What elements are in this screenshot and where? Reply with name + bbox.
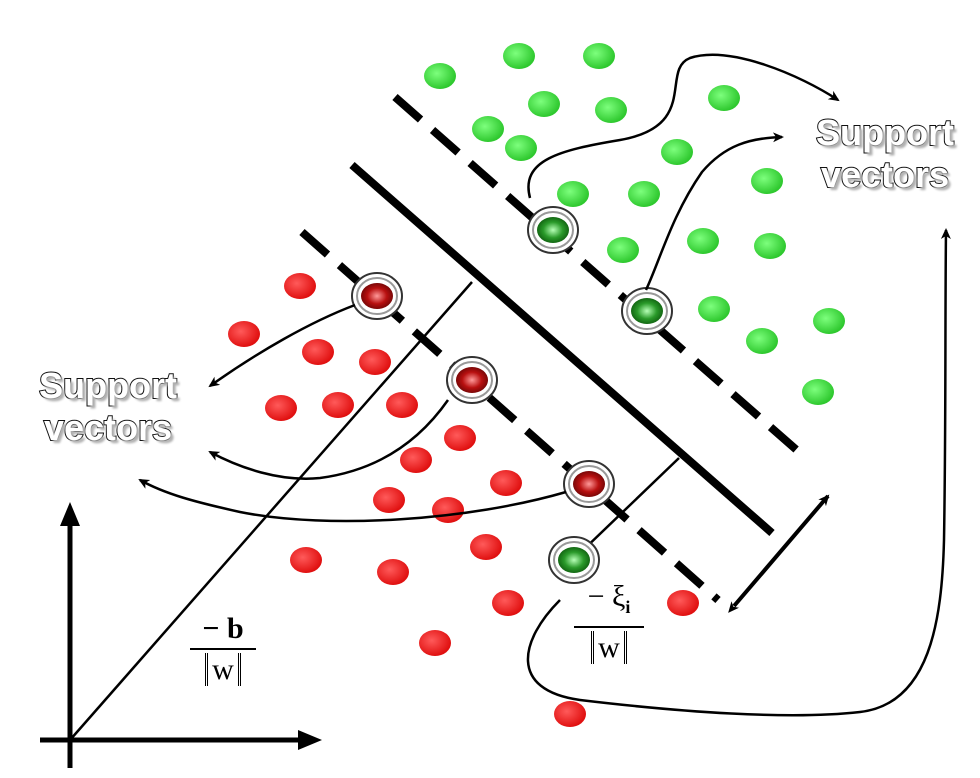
negative-point	[302, 339, 334, 365]
support-vectors-label-left-line1: Support	[38, 364, 178, 407]
negative-point	[284, 273, 316, 299]
slack-formula-numerator: − ξi	[574, 580, 644, 624]
negative-point	[400, 447, 432, 473]
support-vector-negative	[563, 460, 615, 508]
negative-point	[432, 497, 464, 523]
offset-formula: − b w	[190, 612, 256, 688]
negative-point	[386, 392, 418, 418]
support-vector-negative	[446, 356, 498, 404]
normal-vector-line	[69, 281, 473, 741]
positive-point	[424, 63, 456, 89]
positive-point	[607, 237, 639, 263]
arrow-sv-left-upper	[208, 303, 356, 388]
arrow-sv-left-middle	[208, 399, 450, 480]
positive-point	[583, 43, 615, 69]
slack-formula-fraction-bar	[574, 626, 644, 628]
upper-margin-line	[392, 93, 811, 464]
right-label-arrows	[526, 53, 951, 717]
support-vector-points	[351, 206, 673, 584]
positive-point	[628, 181, 660, 207]
negative-point	[667, 590, 699, 616]
x-axis-arrowhead	[298, 730, 322, 750]
slack-formula-norm: w	[591, 631, 627, 664]
lower-margin-line	[299, 229, 721, 603]
positive-point	[503, 43, 535, 69]
positive-point	[746, 328, 778, 354]
positive-point	[802, 379, 834, 405]
slack-formula-subscript: i	[625, 597, 631, 617]
positive-point	[505, 135, 537, 161]
positive-point	[595, 97, 627, 123]
slack-formula-xi: − ξ	[587, 580, 626, 613]
negative-point	[490, 470, 522, 496]
negative-point	[290, 547, 322, 573]
positive-point	[698, 296, 730, 322]
negative-point	[359, 349, 391, 375]
positive-point	[751, 168, 783, 194]
negative-point	[265, 395, 297, 421]
negative-point	[444, 425, 476, 451]
support-vectors-label-left-line2: vectors	[43, 406, 173, 449]
positive-point	[687, 228, 719, 254]
positive-point	[708, 85, 740, 111]
arrow-sv-upper-curve	[527, 53, 840, 199]
positive-point	[557, 181, 589, 207]
positive-point	[754, 233, 786, 259]
negative-point	[377, 559, 409, 585]
negative-point	[373, 487, 405, 513]
offset-formula-numerator: − b	[202, 612, 244, 645]
support-vectors-label-right: Support vectors	[795, 111, 975, 196]
margin-width-arrow	[728, 494, 830, 613]
separating-hyperplane	[349, 161, 775, 537]
arrow-slack-long-curve	[526, 228, 951, 717]
negative-point	[322, 392, 354, 418]
y-axis-arrowhead	[60, 502, 80, 526]
offset-formula-fraction-bar	[190, 648, 256, 650]
support-vector-negative	[351, 272, 403, 320]
negative-point	[492, 590, 524, 616]
support-vector-positive	[621, 287, 673, 335]
arrow-sv-middle-curve	[644, 132, 784, 291]
slack-perpendicular-line	[577, 457, 680, 556]
negative-point	[470, 534, 502, 560]
negative-point	[228, 321, 260, 347]
slack-formula: − ξi w	[574, 580, 644, 666]
support-vector-positive	[527, 206, 579, 254]
support-vectors-label-left: Support vectors	[18, 364, 198, 449]
slack-formula-denominator: w	[574, 630, 644, 666]
offset-formula-denominator: w	[190, 652, 256, 688]
left-label-arrows	[138, 303, 567, 523]
positive-point	[472, 116, 504, 142]
negative-point	[554, 701, 586, 727]
offset-formula-norm: w	[205, 653, 241, 686]
positive-class-points	[424, 43, 845, 405]
positive-point	[813, 308, 845, 334]
negative-class-points	[228, 273, 699, 727]
positive-point	[661, 139, 693, 165]
arrow-sv-left-lower	[138, 478, 567, 523]
slack-misclassified-positive	[548, 536, 600, 584]
support-vectors-label-right-line1: Support	[815, 111, 955, 154]
negative-point	[419, 630, 451, 656]
positive-point	[528, 91, 560, 117]
support-vectors-label-right-line2: vectors	[820, 153, 950, 196]
